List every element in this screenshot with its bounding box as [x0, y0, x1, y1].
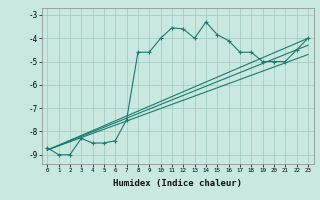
X-axis label: Humidex (Indice chaleur): Humidex (Indice chaleur)	[113, 179, 242, 188]
